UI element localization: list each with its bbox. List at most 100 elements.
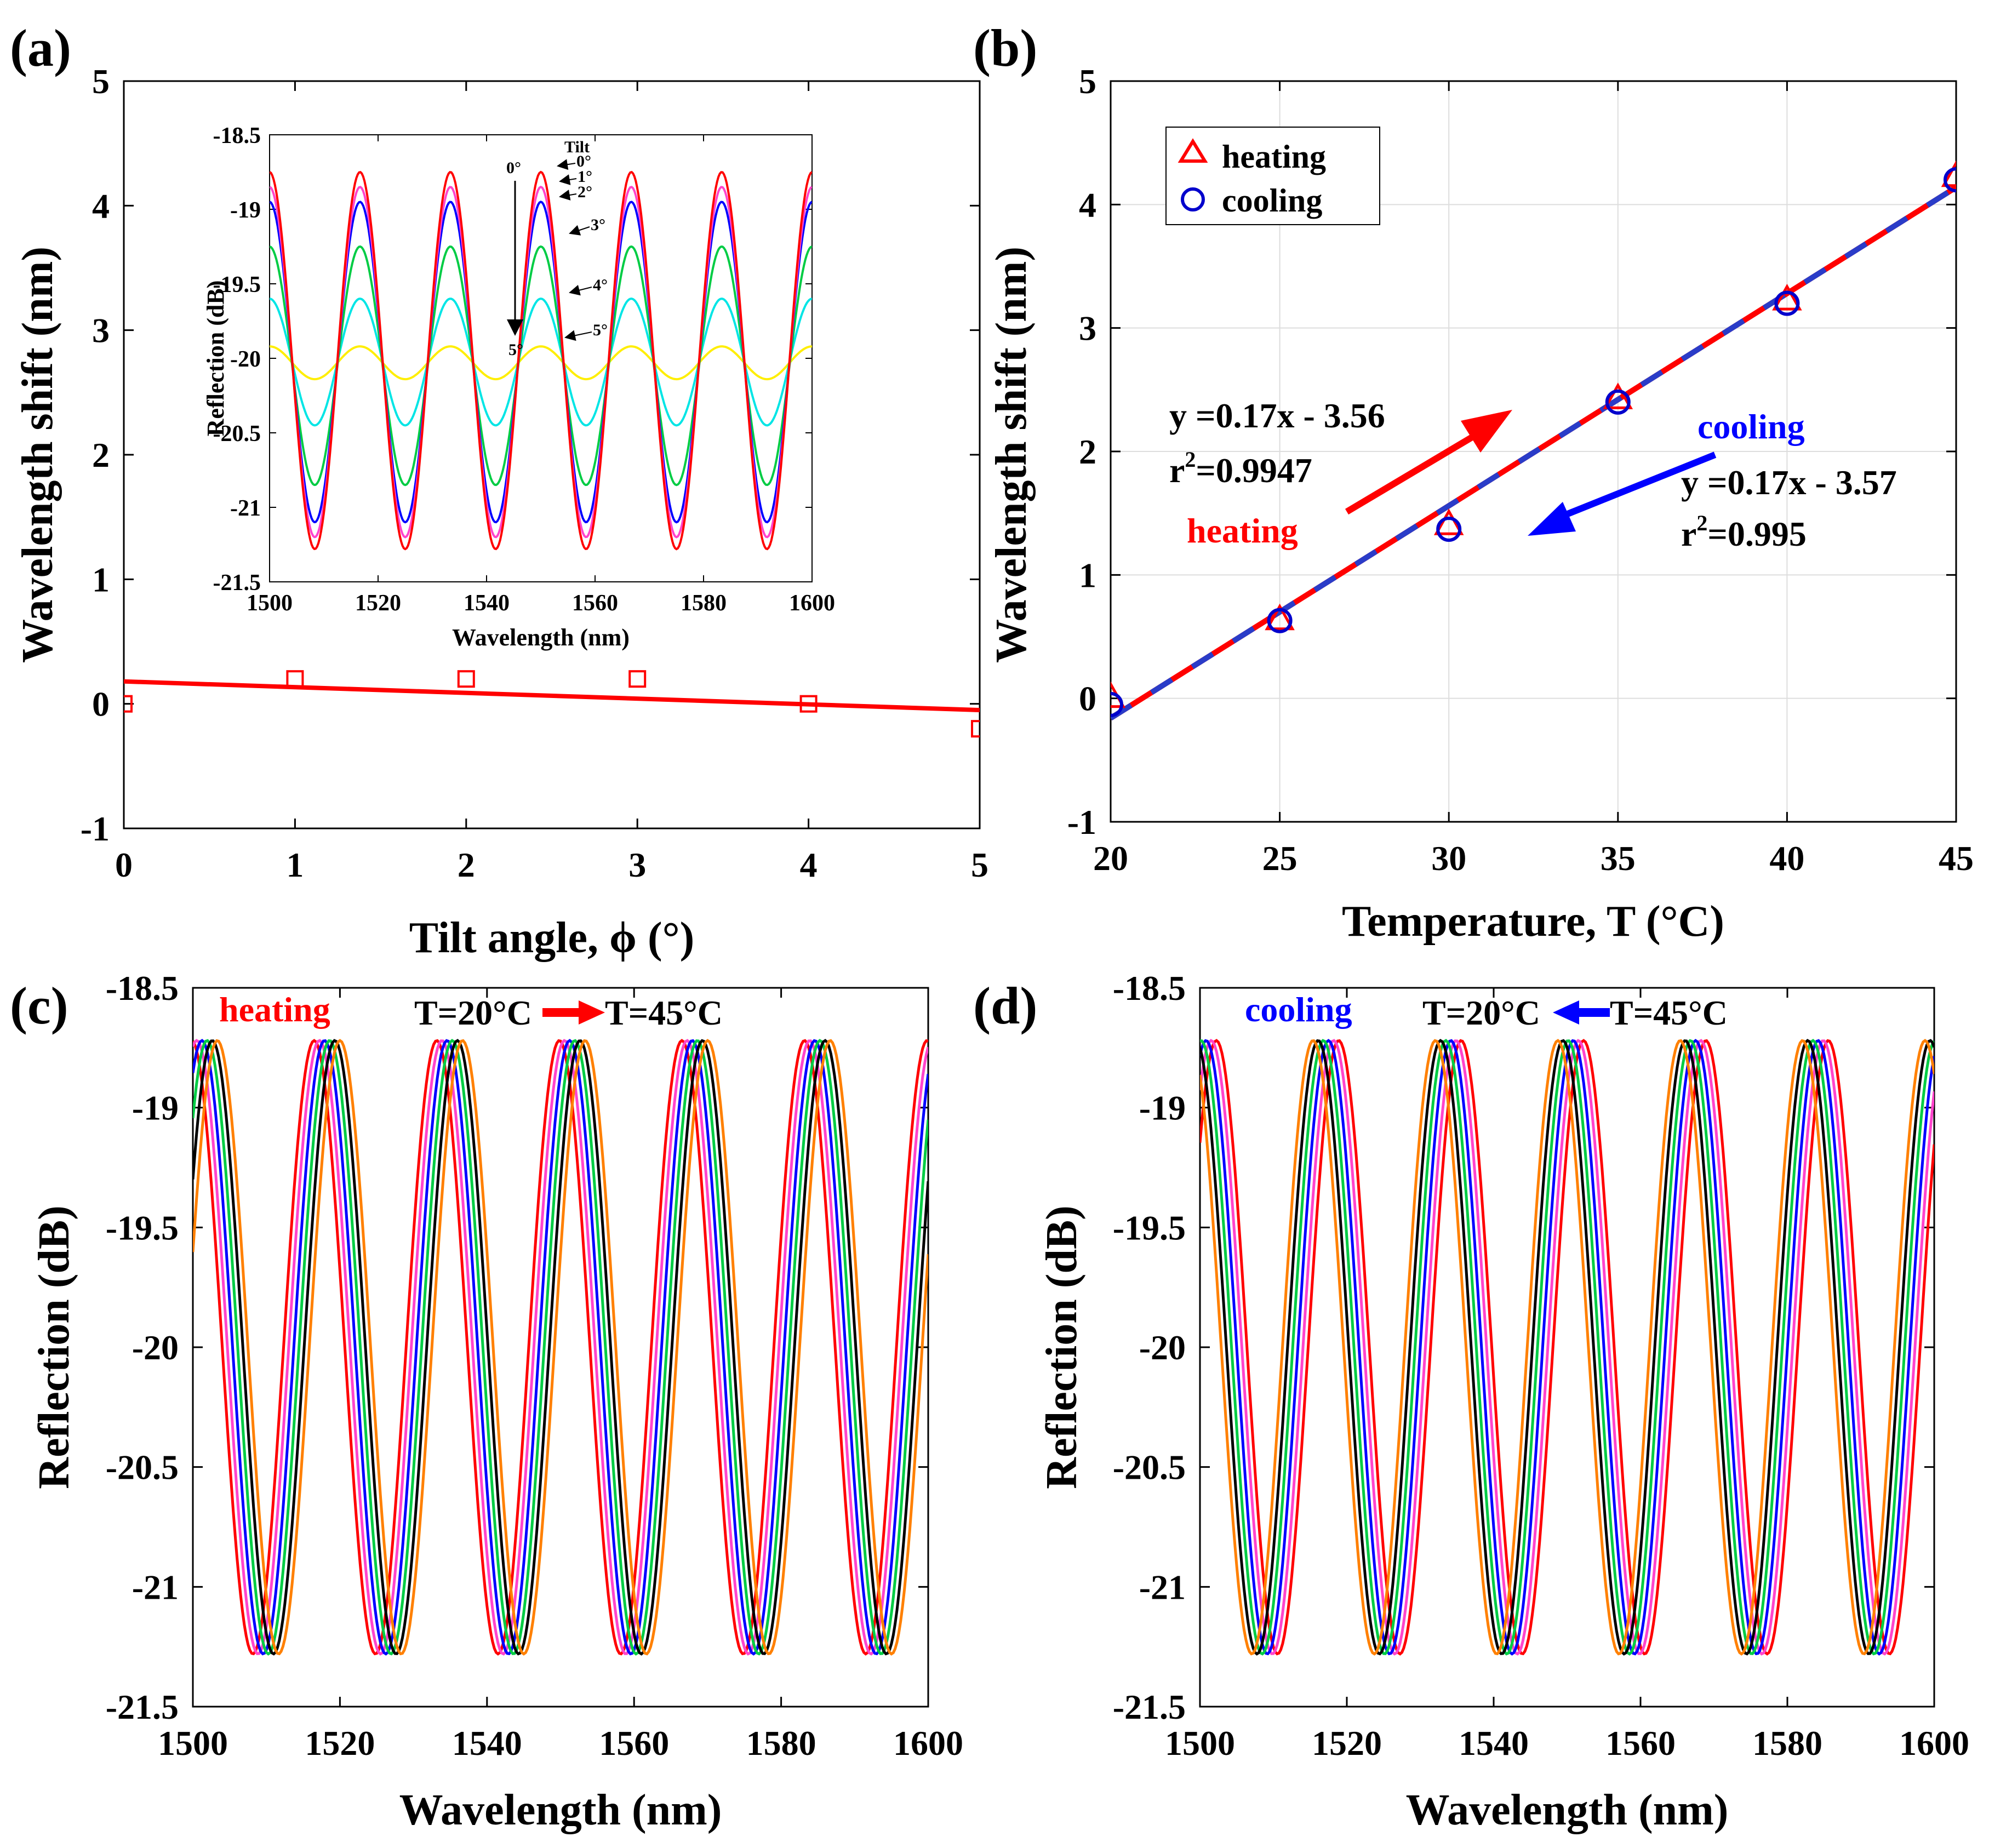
- panel-b-legend: heating cooling: [1165, 127, 1380, 225]
- legend-cooling-label: cooling: [1222, 182, 1322, 219]
- x-tick-label: 1: [286, 845, 304, 884]
- heating-data-point: [1265, 603, 1295, 631]
- x-tick-label: 1500: [158, 1724, 228, 1763]
- panel-d-annotation-from: T=20°C: [1422, 993, 1540, 1032]
- panel-a-fit-layer: [124, 679, 980, 713]
- inset-series-labels: 0° 1° 2° 3° 4° 5°: [557, 152, 608, 341]
- inset-series-label-1: 1°: [578, 168, 592, 186]
- cooling-data-point: [1267, 608, 1293, 633]
- spectrum-line: [1200, 1039, 1934, 1656]
- heating-r2: r2=0.9947: [1169, 447, 1312, 490]
- heating-word: heating: [1187, 511, 1298, 550]
- panel-b-points: [1111, 160, 1956, 717]
- y-tick-label: -21: [230, 496, 261, 521]
- x-tick-label: 1520: [355, 591, 401, 616]
- x-tick-label: 1560: [1605, 1724, 1676, 1763]
- x-tick-label: 1600: [1899, 1724, 1969, 1763]
- y-tick-label: -20: [1139, 1328, 1186, 1367]
- inset-series-label-2: 2°: [578, 183, 592, 201]
- spectrum-line: [193, 1039, 928, 1656]
- spectrum-line: [1200, 1039, 1934, 1656]
- y-tick-label: -1: [81, 809, 110, 848]
- tilt-data-point: [799, 695, 818, 713]
- inset-ticks: 1500 1520 1540 1560 1580 1600 -21.5 -21 -20.5 -20…: [213, 123, 836, 616]
- x-tick-label: 35: [1601, 839, 1636, 878]
- spectrum-line: [193, 1039, 928, 1656]
- x-tick-label: 40: [1769, 839, 1804, 878]
- x-tick-label: 1600: [893, 1724, 963, 1763]
- x-tick-label: 1580: [746, 1724, 816, 1763]
- x-tick-label: 1600: [789, 591, 835, 616]
- spectrum-line: [193, 1039, 928, 1656]
- cooling-data-point: [1774, 290, 1800, 316]
- y-tick-label: -18.5: [213, 123, 261, 148]
- x-tick-label: 4: [800, 845, 818, 884]
- cooling-fit-line: [1111, 185, 1956, 720]
- inset-arrow-top-label: 0°: [506, 159, 521, 177]
- x-tick-label: 1560: [572, 591, 618, 616]
- cooling-arrow-head: [1528, 502, 1576, 536]
- cooling-data-point: [1111, 691, 1123, 717]
- x-tick-label: 1580: [1752, 1724, 1822, 1763]
- y-tick-label: 2: [92, 436, 110, 474]
- y-tick-label: -21: [132, 1567, 179, 1606]
- spectrum-line: [1200, 1039, 1934, 1656]
- inset-arrow-bottom-label: 5°: [508, 341, 523, 359]
- panel-c-lines: [193, 1039, 928, 1656]
- y-tick-label: -19.5: [213, 272, 261, 297]
- inset-legend-title: Tilt: [564, 138, 590, 156]
- inset-pointer-0: [557, 159, 576, 170]
- panel-d-label: (d): [973, 976, 1037, 1035]
- spectrum-line: [193, 1039, 928, 1656]
- x-tick-label: 5: [971, 845, 988, 884]
- panel-b-annotations: y =0.17x - 3.56 r2=0.9947 heating coolin…: [1169, 396, 1897, 553]
- panel-a-points: [124, 670, 980, 738]
- panel-d-xlabel: Wavelength (nm): [1406, 1786, 1729, 1834]
- x-tick-label: 3: [628, 845, 646, 884]
- panel-c-annotation-from: T=20°C: [414, 993, 532, 1032]
- y-tick-label: 0: [1079, 679, 1096, 718]
- cooling-data-point: [1436, 516, 1462, 542]
- y-tick-label: -20: [230, 347, 261, 372]
- panel-d-annotation-word: cooling: [1245, 990, 1352, 1029]
- y-tick-label: -21.5: [106, 1687, 179, 1726]
- inset-pointer-2: [559, 190, 577, 201]
- heating-arrow-shaft: [1345, 430, 1482, 515]
- inset-xlabel: Wavelength (nm): [452, 624, 630, 651]
- heating-data-point: [1941, 160, 1956, 187]
- legend-heating-label: heating: [1222, 139, 1326, 175]
- cooling-arrow-shaft: [1558, 451, 1717, 520]
- panel-d-ticks: 1500 1520 1540 1560 1580 1600 -21.5 -21 -20.5 -20…: [1113, 969, 1969, 1763]
- y-tick-label: 2: [1079, 432, 1096, 471]
- legend-heating-marker: [1178, 138, 1208, 163]
- y-tick-label: -20.5: [213, 421, 261, 447]
- heating-data-point: [1433, 508, 1464, 535]
- panel-c-annotation-arrow-head: [579, 1000, 605, 1025]
- inset-spectrum-line: [270, 345, 812, 381]
- tilt-data-point: [971, 720, 980, 738]
- spectrum-line: [1200, 1039, 1934, 1656]
- inset-frame: [269, 134, 813, 582]
- x-tick-label: 1540: [1459, 1724, 1529, 1763]
- inset-pointer-4: [569, 284, 592, 296]
- panel-c-ticks: 1500 1520 1540 1560 1580 1600 -21.5 -21 -20.5 -20…: [106, 969, 963, 1763]
- panel-a-label: (a): [10, 19, 71, 77]
- y-tick-label: -19.5: [106, 1208, 179, 1247]
- cooling-data-point: [1605, 389, 1631, 415]
- inset-series-label-3: 3°: [591, 216, 605, 234]
- spectrum-line: [193, 1039, 928, 1656]
- cooling-word: cooling: [1697, 407, 1805, 446]
- panel-d-ylabel: Reflection (dB): [1038, 1205, 1086, 1489]
- inset-spectrum-line: [270, 297, 812, 427]
- tilt-fit-line: [124, 679, 980, 713]
- panel-c-annotation-word: heating: [219, 990, 330, 1029]
- x-tick-label: 0: [115, 845, 133, 884]
- y-tick-label: -19.5: [1113, 1208, 1186, 1247]
- panel-d-annotation-arrow-head: [1553, 1000, 1579, 1025]
- cooling-data-point: [1944, 167, 1956, 193]
- tilt-data-point: [124, 695, 133, 713]
